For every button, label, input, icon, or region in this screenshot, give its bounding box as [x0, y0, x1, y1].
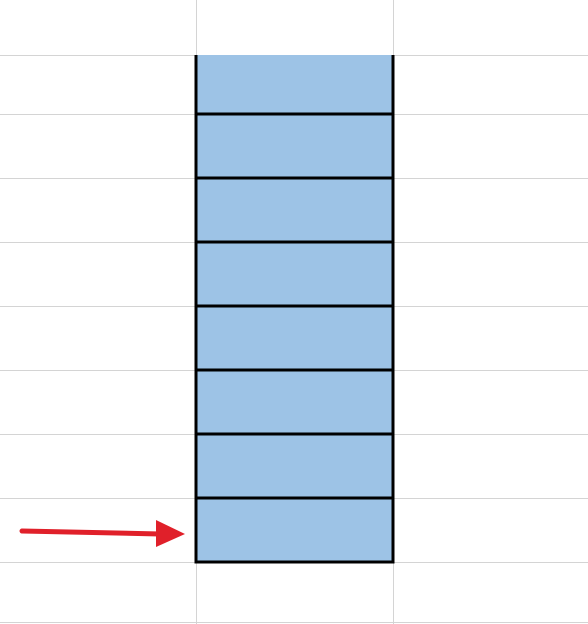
- highlighted-cell[interactable]: [196, 242, 393, 306]
- cell-borders: [194, 55, 395, 564]
- highlighted-cell[interactable]: [196, 114, 393, 178]
- highlighted-cell[interactable]: [196, 55, 393, 114]
- highlighted-cell[interactable]: [196, 370, 393, 434]
- highlighted-cell[interactable]: [196, 498, 393, 562]
- highlighted-cell[interactable]: [196, 306, 393, 370]
- highlighted-cell[interactable]: [196, 434, 393, 498]
- highlighted-cell[interactable]: [196, 178, 393, 242]
- highlighted-cell-range[interactable]: [196, 55, 393, 562]
